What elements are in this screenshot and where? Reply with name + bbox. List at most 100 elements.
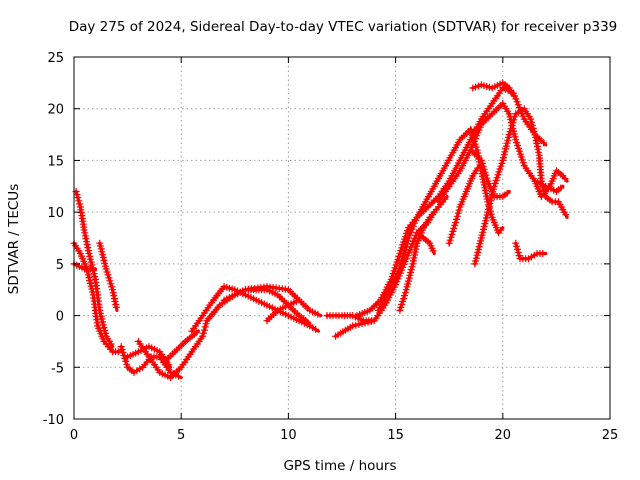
series-layer (70, 79, 570, 382)
data-point (401, 289, 409, 297)
y-tick-label: 15 (47, 154, 64, 169)
data-point (407, 228, 415, 236)
data-point (449, 227, 457, 235)
data-point (513, 242, 520, 250)
series-track-h (160, 329, 200, 366)
data-point (364, 318, 372, 326)
data-point (199, 332, 207, 340)
data-point (200, 329, 207, 337)
data-point (540, 139, 547, 147)
data-point (527, 115, 535, 123)
x-tick-label: 10 (280, 428, 297, 443)
data-point (83, 241, 91, 249)
data-point (482, 171, 490, 179)
x-tick-label: 5 (177, 428, 185, 443)
data-point (515, 252, 523, 260)
y-tick-label: 25 (47, 51, 64, 66)
data-point (117, 343, 125, 351)
data-point (447, 233, 455, 241)
series-track-y (531, 167, 569, 201)
series-line (355, 86, 548, 318)
y-tick-label: 10 (47, 206, 64, 221)
tick-layer: 0 5 10 15 20 25 -10 -5 0 5 10 15 20 25 (43, 51, 619, 443)
data-point (201, 323, 209, 331)
data-point (479, 162, 487, 170)
data-point (503, 189, 511, 197)
data-point (469, 131, 476, 139)
data-point (398, 301, 406, 308)
data-point (106, 277, 114, 285)
data-point (112, 303, 120, 311)
series-track-u (471, 105, 570, 268)
y-tick-label: 20 (47, 103, 64, 118)
y-tick-label: 5 (56, 258, 64, 273)
data-point (412, 216, 420, 224)
x-tick-label: 15 (387, 428, 404, 443)
data-point (537, 177, 545, 185)
data-point (477, 156, 485, 164)
data-point (107, 280, 115, 288)
data-point (352, 321, 360, 329)
data-point (505, 131, 513, 139)
data-point (114, 348, 122, 356)
y-axis-label: SDTVAR / TECUs (6, 184, 22, 294)
data-point (102, 265, 110, 273)
data-point (481, 168, 489, 176)
chart-title: Day 275 of 2024, Sidereal Day-to-day VTE… (69, 19, 618, 35)
data-point (528, 118, 535, 126)
data-point (119, 349, 127, 356)
series-track-v (469, 79, 518, 101)
data-point (539, 250, 547, 257)
data-point (292, 297, 300, 305)
data-point (509, 119, 517, 127)
data-point (123, 360, 131, 368)
data-point (74, 194, 82, 202)
data-point (529, 124, 537, 132)
data-point (510, 92, 518, 100)
data-point (452, 219, 460, 226)
data-point (312, 325, 320, 333)
series-track-b (72, 188, 115, 349)
data-point (454, 209, 462, 217)
data-point (81, 229, 89, 237)
data-point (470, 137, 478, 145)
data-point (104, 271, 112, 279)
data-point (400, 295, 408, 303)
data-point (429, 247, 437, 255)
data-point (455, 206, 463, 214)
y-tick-label: -5 (51, 361, 64, 376)
data-point (82, 235, 90, 243)
data-point (539, 183, 547, 191)
data-point (472, 143, 480, 151)
data-point (453, 215, 460, 223)
x-tick-label: 0 (70, 428, 78, 443)
data-point (314, 310, 322, 318)
data-point (361, 319, 369, 327)
data-point (367, 318, 375, 325)
data-point (535, 148, 543, 156)
data-point (467, 125, 475, 133)
x-tick-label: 25 (602, 428, 619, 443)
x-axis-label: GPS time / hours (283, 458, 396, 474)
data-point (514, 249, 522, 256)
data-point (557, 184, 565, 192)
data-point (89, 265, 97, 273)
data-point (507, 125, 515, 133)
series-track-p (374, 126, 479, 314)
data-point (396, 306, 404, 314)
series-track-r (413, 229, 437, 256)
data-point (200, 326, 208, 334)
data-point (512, 239, 520, 247)
data-point (192, 329, 200, 337)
data-point (561, 175, 569, 182)
data-point (107, 340, 115, 348)
data-point (533, 139, 541, 147)
data-point (165, 361, 173, 369)
data-point (75, 197, 83, 205)
data-point (73, 191, 81, 199)
series-track-l (263, 297, 301, 325)
series-track-x (512, 239, 548, 263)
data-point (76, 200, 84, 208)
y-tick-label: 0 (56, 310, 64, 325)
